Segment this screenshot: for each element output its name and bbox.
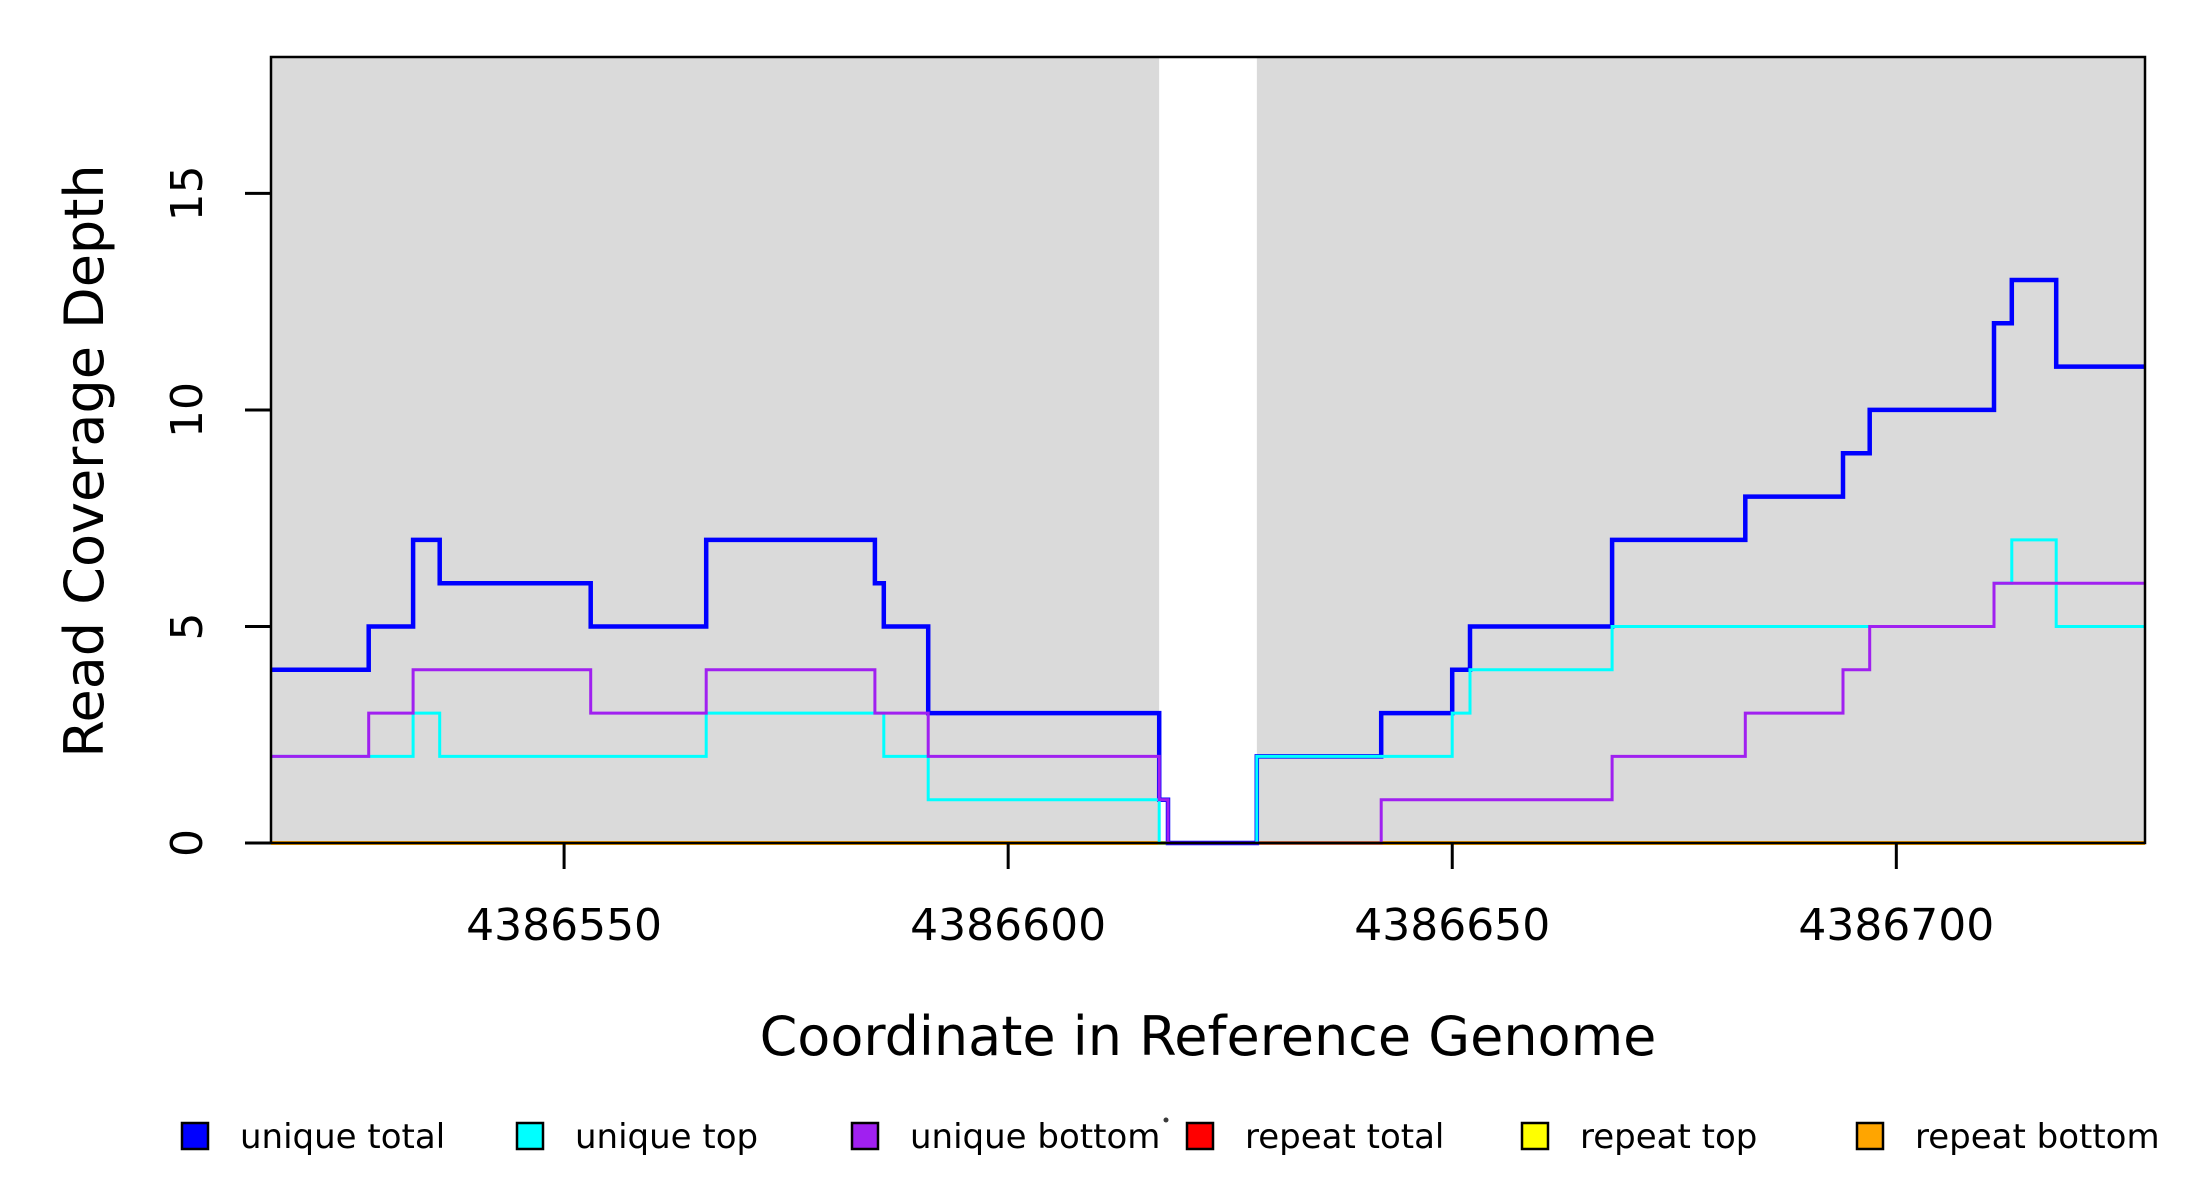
y-axis-title: Read Coverage Depth: [53, 164, 116, 757]
x-tick-label: 4386650: [1354, 900, 1550, 951]
x-tick-label: 4386600: [910, 900, 1106, 951]
legend-swatch-unique-top: [515, 1121, 545, 1151]
legend-label-unique-bottom: unique bottom: [910, 1117, 1160, 1157]
y-tick-label: 10: [162, 382, 213, 438]
y-tick-label: 0: [162, 829, 213, 857]
series-line-unique-bottom: [271, 581, 2145, 845]
aligned-region-1: [271, 57, 1160, 843]
legend-swatch-repeat-top: [1520, 1121, 1550, 1151]
plot-box-outline: [269, 55, 2147, 845]
x-tick-label: 4386700: [1798, 900, 1994, 951]
legend-item-unique-top: unique top: [515, 1117, 758, 1157]
plot-border-box: [269, 55, 2147, 845]
y-tick-label: 5: [162, 612, 213, 640]
legend-label-repeat-total: repeat total: [1245, 1117, 1444, 1157]
legend-item-unique-bottom: unique bottom: [850, 1117, 1160, 1157]
y-axis: 0 5 10 15: [162, 165, 271, 857]
aligned-region-shading: [271, 57, 2145, 843]
legend-item-repeat-top: repeat top: [1520, 1117, 1757, 1157]
x-axis: 4386550 4386600 4386650 4386700: [466, 843, 1994, 951]
legend-label-repeat-bottom: repeat bottom: [1915, 1117, 2160, 1157]
legend-swatch-unique-bottom: [850, 1121, 880, 1151]
legend: unique total unique top unique bottom repea…: [180, 1117, 2160, 1157]
x-tick-label: 4386550: [466, 900, 662, 951]
legend-swatch-unique-total: [180, 1121, 210, 1151]
legend-label-unique-top: unique top: [575, 1117, 758, 1157]
legend-item-unique-total: unique total: [180, 1117, 445, 1157]
legend-item-repeat-total: repeat total: [1185, 1117, 1444, 1157]
legend-label-repeat-top: repeat top: [1580, 1117, 1757, 1157]
x-axis-title: Coordinate in Reference Genome: [760, 1005, 1657, 1068]
aligned-region-2: [1256, 57, 2145, 843]
legend-swatch-repeat-total: [1185, 1121, 1215, 1151]
legend-item-repeat-bottom: repeat bottom: [1855, 1117, 2160, 1157]
stray-dot-artifact: [1163, 1117, 1169, 1123]
legend-label-unique-total: unique total: [240, 1117, 445, 1157]
y-tick-label: 15: [162, 165, 213, 221]
legend-swatch-repeat-bottom: [1855, 1121, 1885, 1151]
